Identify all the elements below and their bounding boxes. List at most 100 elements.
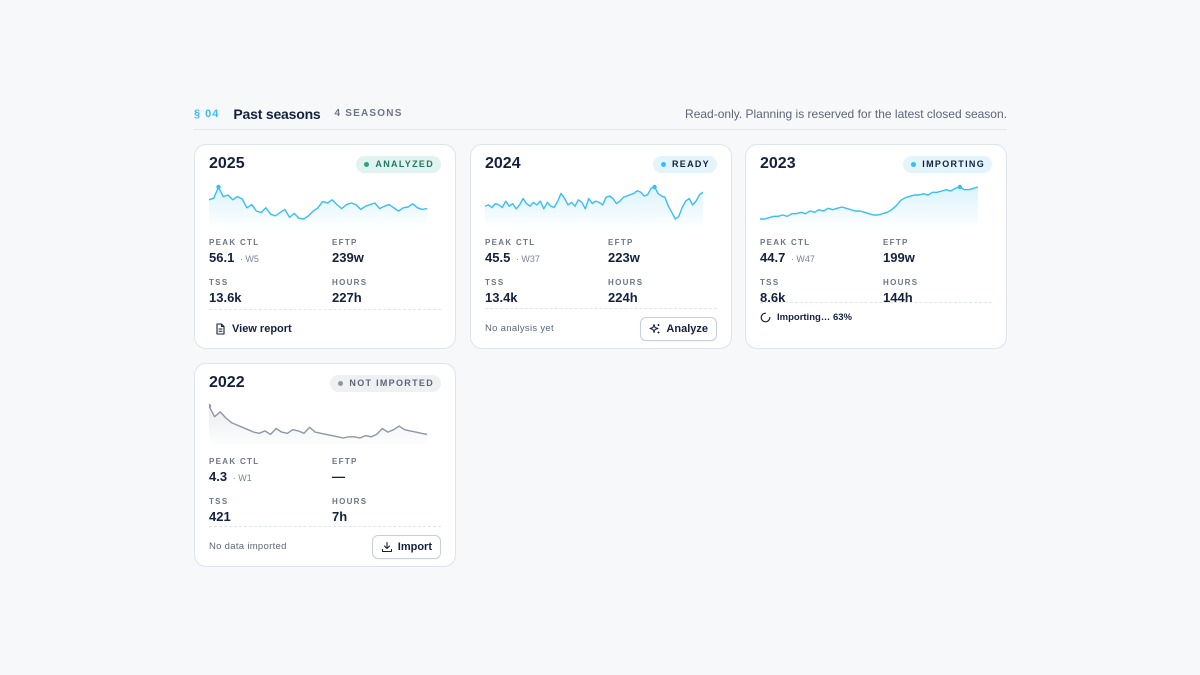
- peak-week: · W5: [239, 254, 259, 264]
- ctl-sparkline: [209, 184, 427, 225]
- sparkline-line: [209, 405, 427, 439]
- document-icon: [216, 323, 225, 335]
- hours-value: 227h: [332, 290, 362, 305]
- season-card-2023: 2023 IMPORTING PEAK CTL 44.7 · W47 EFTP …: [745, 144, 1007, 349]
- stat-label: PEAK CTL: [760, 238, 811, 247]
- eftp-value: 223w: [608, 250, 640, 265]
- stat-label: HOURS: [883, 278, 919, 287]
- season-year: 2022: [209, 374, 245, 391]
- stat-tss: TSS 13.4k: [485, 277, 608, 307]
- card-footer: Importing… 63%: [760, 302, 992, 332]
- no-data-note: No data imported: [209, 541, 287, 552]
- tss-value: 8.6k: [760, 290, 786, 305]
- tss-value: 421: [209, 509, 231, 524]
- stat-peak-ctl: PEAK CTL 45.5 · W37: [485, 237, 608, 269]
- peak-ctl-value: 44.7: [760, 250, 786, 265]
- analyze-button[interactable]: Analyze: [640, 316, 717, 341]
- stat-label: HOURS: [332, 497, 368, 506]
- status-badge: NOT IMPORTED: [330, 374, 441, 392]
- season-card-2022: 2022 NOT IMPORTED PEAK CTL 4.3 · W1 EFTP…: [194, 363, 456, 567]
- stat-label: HOURS: [332, 278, 368, 287]
- hours-value: 224h: [608, 290, 638, 305]
- section-title: Past seasons: [233, 105, 321, 122]
- import-button[interactable]: Import: [371, 534, 441, 559]
- stat-label: PEAK CTL: [209, 238, 260, 247]
- season-year: 2024: [485, 155, 521, 172]
- sparkline-area: [485, 187, 703, 225]
- stat-hours: HOURS 144h: [883, 277, 993, 307]
- sparkline-line: [485, 186, 703, 220]
- peak-marker: [216, 184, 221, 190]
- ctl-sparkline: [209, 403, 427, 444]
- stat-label: EFTP: [608, 238, 634, 247]
- import-label: Import: [397, 540, 432, 553]
- past-seasons-section: § 04 Past seasons 4 SEASONS Read-only. P…: [194, 100, 1007, 567]
- season-count: 4 SEASONS: [334, 108, 403, 119]
- stat-label: EFTP: [883, 238, 909, 247]
- eftp-value: 199w: [883, 250, 915, 265]
- stat-tss: TSS 421: [209, 496, 332, 526]
- peak-ctl-value: 4.3: [209, 469, 228, 484]
- status-label: READY: [671, 159, 710, 169]
- stat-label: EFTP: [332, 238, 358, 247]
- view-report-label: View report: [232, 323, 292, 335]
- sparkline-area: [209, 187, 427, 225]
- stat-label: TSS: [485, 278, 505, 287]
- card-footer: No data imported Import: [209, 526, 441, 566]
- sparkline-line: [760, 186, 978, 220]
- section-header: § 04 Past seasons 4 SEASONS Read-only. P…: [194, 100, 1007, 130]
- stat-hours: HOURS 7h: [332, 496, 442, 526]
- stat-hours: HOURS 227h: [332, 277, 442, 307]
- stat-tss: TSS 13.6k: [209, 277, 332, 307]
- status-dot: [338, 380, 344, 386]
- peak-week: · W37: [515, 254, 540, 264]
- stat-eftp: EFTP 199w: [883, 237, 993, 269]
- import-progress-label: Importing… 63%: [777, 312, 852, 323]
- download-icon: [381, 541, 392, 552]
- card-footer: No analysis yet Analyze: [485, 308, 717, 348]
- stat-peak-ctl: PEAK CTL 44.7 · W47: [760, 237, 883, 269]
- stat-value: 45.5 · W37: [485, 248, 608, 269]
- status-label: ANALYZED: [375, 159, 434, 169]
- status-badge: ANALYZED: [356, 155, 441, 173]
- stat-label: HOURS: [608, 278, 644, 287]
- import-progress: Importing… 63%: [760, 312, 852, 323]
- stat-peak-ctl: PEAK CTL 4.3 · W1: [209, 456, 332, 488]
- status-label: NOT IMPORTED: [349, 378, 434, 388]
- peak-week: · W1: [232, 473, 252, 483]
- analyze-label: Analyze: [666, 322, 708, 335]
- stat-label: TSS: [760, 278, 780, 287]
- view-report-link[interactable]: View report: [209, 323, 292, 335]
- ctl-sparkline: [760, 184, 978, 225]
- status-dot: [364, 161, 370, 167]
- stat-value: 44.7 · W47: [760, 248, 883, 269]
- stat-eftp: EFTP —: [332, 456, 442, 488]
- sparkline-area: [760, 187, 978, 225]
- stat-label: EFTP: [332, 457, 358, 466]
- peak-marker: [652, 184, 657, 190]
- peak-ctl-value: 45.5: [485, 250, 511, 265]
- stat-tss: TSS 8.6k: [760, 277, 883, 307]
- season-card-2024: 2024 READY PEAK CTL 45.5 · W37 EFTP 223w…: [470, 144, 732, 349]
- stat-eftp: EFTP 223w: [608, 237, 718, 269]
- season-year: 2023: [760, 155, 796, 172]
- spinner-icon: [760, 312, 771, 323]
- status-dot: [911, 161, 917, 167]
- stat-value: 56.1 · W5: [209, 248, 332, 269]
- tss-value: 13.6k: [209, 290, 242, 305]
- hours-value: 7h: [332, 509, 348, 524]
- peak-ctl-value: 56.1: [209, 250, 235, 265]
- eftp-value: 239w: [332, 250, 364, 265]
- no-analysis-note: No analysis yet: [485, 323, 554, 334]
- sparkline-area: [209, 406, 427, 444]
- sparkle-icon: [649, 323, 660, 333]
- stat-hours: HOURS 224h: [608, 277, 718, 307]
- eftp-value: —: [332, 469, 345, 484]
- section-number: § 04: [194, 107, 220, 120]
- season-card-2025: 2025 ANALYZED PEAK CTL 56.1 · W5 EFTP 23…: [194, 144, 456, 349]
- status-dot: [660, 161, 666, 167]
- tss-value: 13.4k: [485, 290, 518, 305]
- status-label: IMPORTING: [922, 159, 985, 169]
- ctl-sparkline: [485, 184, 703, 225]
- peak-week: · W47: [790, 254, 815, 264]
